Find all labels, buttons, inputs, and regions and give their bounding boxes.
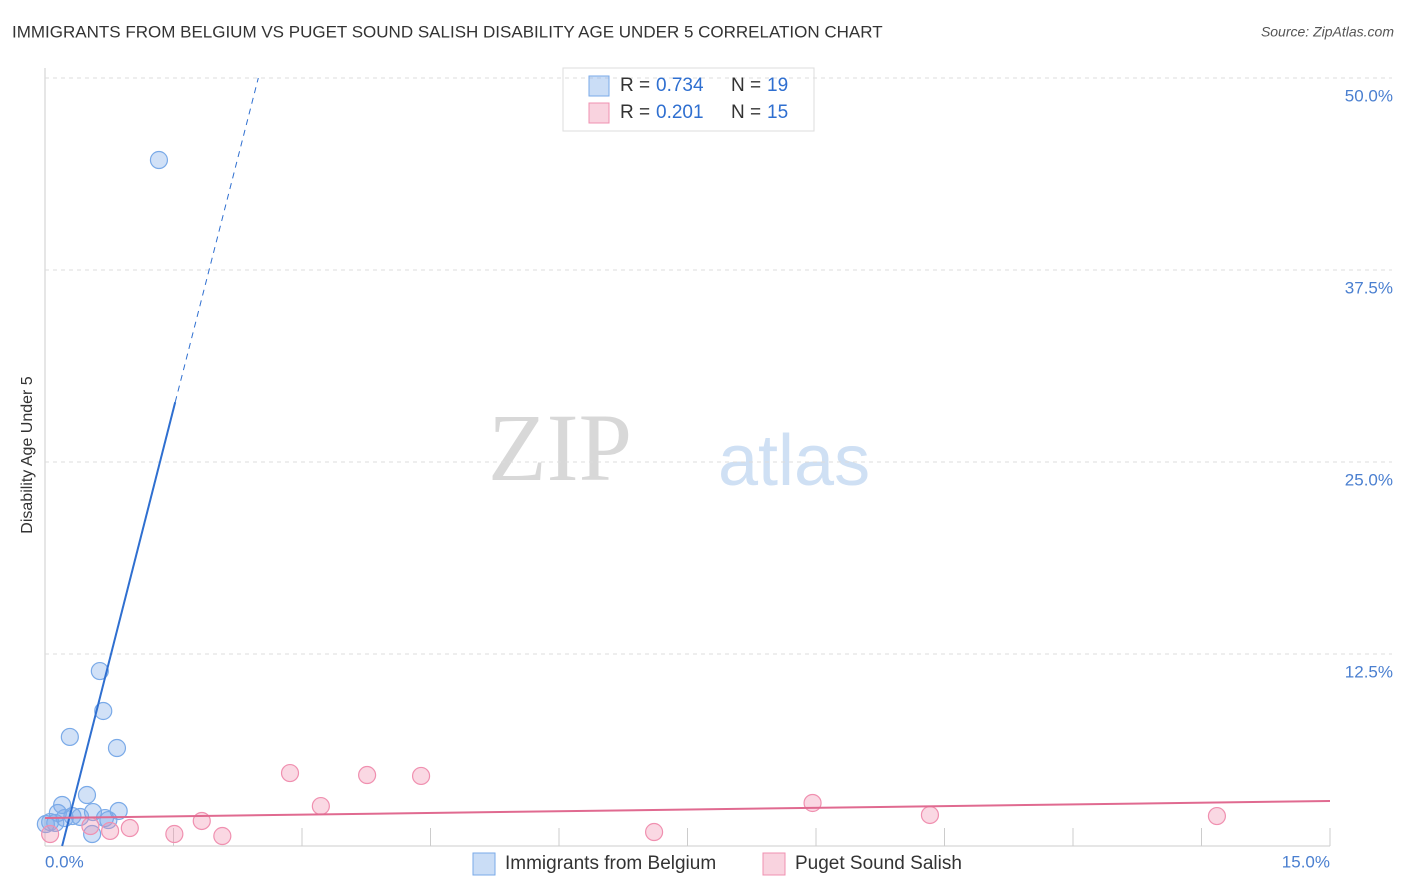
point bbox=[165, 824, 184, 844]
legend-swatch bbox=[588, 102, 610, 124]
y-tick-label: 25.0% bbox=[1345, 470, 1393, 489]
point bbox=[94, 701, 113, 721]
point bbox=[149, 150, 169, 170]
point bbox=[644, 822, 664, 842]
trend-line bbox=[44, 799, 1331, 820]
watermark: ZIP bbox=[488, 394, 632, 501]
y-tick-label: 37.5% bbox=[1345, 278, 1393, 297]
legend-swatch bbox=[588, 75, 610, 97]
legend-entry: Immigrants from Belgium bbox=[505, 853, 716, 874]
point bbox=[90, 661, 109, 681]
point bbox=[803, 793, 822, 813]
legend-value: 19 bbox=[767, 75, 788, 96]
source: Source: ZipAtlas.com bbox=[1261, 24, 1394, 40]
point bbox=[280, 763, 300, 783]
point bbox=[36, 814, 55, 834]
legend-entry: Puget Sound Salish bbox=[795, 853, 962, 874]
point bbox=[81, 816, 100, 836]
point bbox=[920, 805, 940, 825]
x-tick-label: 15.0% bbox=[1282, 852, 1330, 871]
legend-swatch bbox=[472, 852, 496, 876]
trend-line bbox=[174, 77, 259, 403]
legend-label: R = bbox=[620, 75, 650, 96]
point bbox=[358, 765, 377, 785]
legend-label: N = bbox=[731, 75, 761, 96]
point bbox=[1207, 806, 1227, 826]
point bbox=[120, 818, 139, 838]
y-tick-label: 12.5% bbox=[1345, 662, 1393, 681]
y-axis-title: Disability Age Under 5 bbox=[19, 376, 36, 534]
point bbox=[107, 738, 127, 758]
point bbox=[101, 821, 120, 841]
y-tick-label: 50.0% bbox=[1345, 86, 1393, 105]
chart-title: IMMIGRANTS FROM BELGIUM VS PUGET SOUND S… bbox=[12, 22, 883, 41]
point bbox=[411, 766, 431, 786]
legend-value: 15 bbox=[767, 102, 788, 123]
legend-value: 0.201 bbox=[656, 102, 704, 123]
point bbox=[213, 826, 232, 846]
legend-value: 0.734 bbox=[656, 75, 704, 96]
legend-label: N = bbox=[731, 102, 761, 123]
watermark: atlas bbox=[718, 421, 870, 501]
x-tick-label: 0.0% bbox=[45, 852, 84, 871]
trend-line bbox=[61, 401, 177, 847]
legend-swatch bbox=[762, 852, 786, 876]
legend-label: R = bbox=[620, 102, 650, 123]
point bbox=[41, 824, 60, 844]
point bbox=[77, 785, 97, 805]
point bbox=[60, 727, 79, 747]
point bbox=[311, 796, 330, 816]
